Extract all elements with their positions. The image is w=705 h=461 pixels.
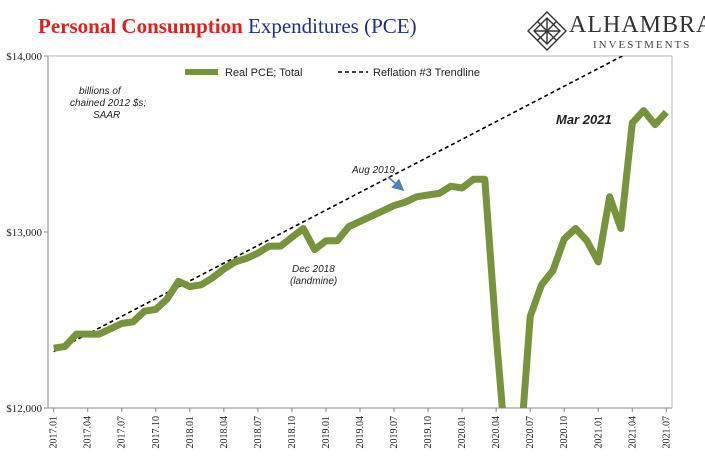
y-tick-label: $13,000 (6, 227, 42, 239)
logo-subtitle: INVESTMENTS (593, 39, 692, 51)
x-tick-label: 2017.10 (151, 416, 162, 449)
x-tick-label: 2020.04 (491, 416, 502, 449)
x-tick-label: 2021.07 (661, 416, 672, 449)
x-tick-label: 2018.01 (185, 416, 196, 449)
trendline-reflation-3 (53, 56, 625, 353)
x-tick-label: 2020.01 (457, 416, 468, 449)
y-tick-label: $14,000 (6, 51, 42, 63)
y-tick-label: $12,000 (6, 403, 42, 415)
annotation-dec-2018: Dec 2018 (292, 264, 335, 275)
x-tick-label: 2018.04 (219, 416, 230, 449)
annotation-landmine: (landmine) (290, 276, 337, 287)
ylabel-line2: chained 2012 $s; (70, 98, 146, 109)
diamond-lattice-icon (527, 11, 567, 51)
x-tick-label: 2017.04 (83, 416, 94, 449)
x-tick-label: 2018.07 (253, 416, 264, 449)
chart-title: Personal Consumption Expenditures (PCE) (38, 14, 417, 39)
x-tick-label: 2020.10 (559, 416, 570, 449)
x-tick-label: 2019.04 (355, 416, 366, 449)
x-tick-label: 2018.10 (287, 416, 298, 449)
logo-name: ALHAMBRA (569, 12, 705, 38)
chart-labels: billions of chained 2012 $s; SAAR Real P… (70, 67, 612, 287)
x-tick-label: 2017.07 (117, 416, 128, 449)
alhambra-logo: ALHAMBRA INVESTMENTS (527, 8, 705, 54)
annotation-mar-2021: Mar 2021 (556, 112, 612, 127)
x-tick-label: 2017.01 (49, 416, 60, 449)
ylabel-line3: SAAR (93, 110, 120, 121)
plot-area (53, 56, 669, 408)
x-tick-label: 2019.10 (423, 416, 434, 449)
x-tick-label: 2021.01 (593, 416, 604, 449)
title-blue-part: Expenditures (PCE) (248, 14, 417, 38)
legend-label-real-pce: Real PCE; Total (225, 67, 302, 79)
ylabel-line1: billions of (79, 86, 122, 97)
x-tick-label: 2021.04 (627, 416, 638, 449)
x-tick-label: 2019.01 (321, 416, 332, 449)
x-tick-label: 2019.07 (389, 416, 400, 449)
x-tick-label: 2020.07 (525, 416, 536, 449)
axes: $12,000 $13,000 $14,000 2017.01 2017.04 2017.… (6, 51, 673, 449)
annotation-aug-2019: Aug 2019 (351, 165, 395, 176)
aug-2019-arrow (387, 176, 405, 191)
title-red-part: Personal Consumption (38, 14, 243, 38)
legend-label-trendline: Reflation #3 Trendline (373, 67, 480, 79)
